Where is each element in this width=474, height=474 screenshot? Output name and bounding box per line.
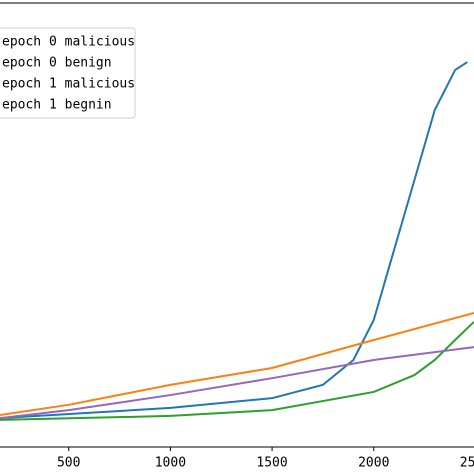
x-tick-label: 1500 bbox=[256, 456, 287, 471]
legend-label: epoch 0 benign bbox=[2, 56, 112, 71]
legend-box bbox=[0, 27, 136, 119]
legend-label: epoch 1 malicious bbox=[2, 77, 135, 92]
line bbox=[0, 346, 474, 420]
legend: epoch 0 malicious epoch 0 benign epoch 1 m… bbox=[0, 27, 136, 119]
x-tick-label: 2000 bbox=[358, 456, 389, 471]
line bbox=[0, 61, 468, 420]
legend-label: epoch 1 begnin bbox=[2, 98, 112, 113]
legend-label: epoch 0 malicious bbox=[2, 35, 135, 50]
x-tick-label: 2500 bbox=[460, 456, 474, 471]
line bbox=[0, 311, 474, 417]
x-tick-label: 500 bbox=[57, 456, 80, 471]
line bbox=[0, 321, 474, 421]
x-tick-label: 1000 bbox=[155, 456, 186, 471]
